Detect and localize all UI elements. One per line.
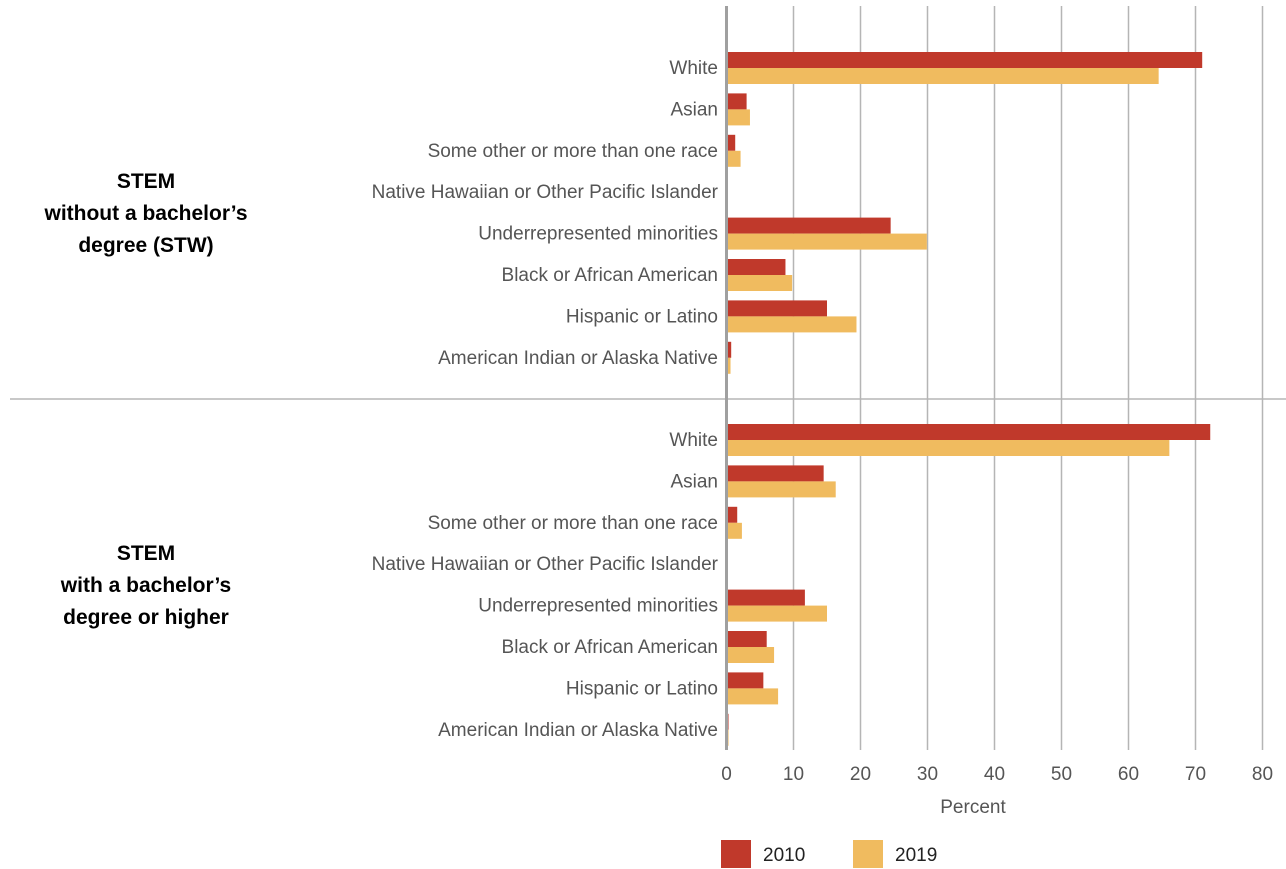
legend-label: 2019 [895,845,937,866]
x-tick-label: 30 [917,764,938,785]
category-label: Some other or more than one race [428,141,718,162]
bar-2019 [726,357,731,374]
legend-swatch-2019 [853,840,883,868]
category-label: Underrepresented minorities [478,224,718,245]
x-tick-label: 60 [1118,764,1139,785]
bar-2019 [726,68,1159,84]
bar-2010 [726,424,1211,440]
group-label: degree (STW) [78,234,213,257]
x-tick-label: 50 [1051,764,1072,785]
bar-2010 [726,506,738,523]
category-label: Some other or more than one race [428,513,718,534]
bar-2010 [726,134,736,151]
legend-label: 2010 [763,845,805,866]
bar-2019 [726,605,827,622]
category-label: White [669,430,718,451]
bar-2010 [726,341,732,358]
bar-2019 [726,316,857,333]
category-label: Hispanic or Latino [566,306,718,327]
bar-2010 [726,300,827,317]
category-label: Asian [670,471,718,492]
category-label: American Indian or Alaska Native [438,348,718,369]
bar-2010 [726,217,891,234]
bar-2019 [726,688,779,705]
category-label: Asian [670,99,718,120]
x-tick-label: 80 [1252,764,1273,785]
category-label: Hispanic or Latino [566,678,718,699]
bar-2019 [726,109,750,126]
category-label: Native Hawaiian or Other Pacific Islande… [372,182,719,203]
group-label: degree or higher [63,606,229,629]
category-label: Black or African American [502,637,718,658]
bar-2010 [726,93,747,110]
bar-2019 [726,647,775,663]
category-label: Native Hawaiian or Other Pacific Islande… [372,554,719,575]
bar-2019 [726,150,741,167]
category-label: Black or African American [502,265,718,286]
x-tick-label: 40 [984,764,1005,785]
category-label: White [669,58,718,79]
x-tick-label: 10 [783,764,804,785]
legend-swatch-2010 [721,840,751,868]
bar-2019 [726,275,793,291]
bar-2019 [726,233,927,250]
category-label: American Indian or Alaska Native [438,720,718,741]
bar-2019 [726,481,836,498]
bar-2019 [726,440,1170,456]
x-tick-label: 70 [1185,764,1206,785]
group-label: STEM [117,542,175,565]
x-tick-label: 20 [850,764,871,785]
bar-2010 [726,589,805,606]
x-tick-label: 0 [721,764,732,785]
group-label: with a bachelor’s [60,574,231,597]
bar-2010 [726,631,767,647]
bar-2019 [726,522,742,539]
group-label: without a bachelor’s [43,202,247,225]
group-label: STEM [117,170,175,193]
bar-2010 [726,672,764,689]
bar-2010 [726,465,824,482]
x-axis-title: Percent [940,797,1006,818]
bar-2010 [726,52,1203,68]
category-label: Underrepresented minorities [478,596,718,617]
bar-2010 [726,259,786,275]
